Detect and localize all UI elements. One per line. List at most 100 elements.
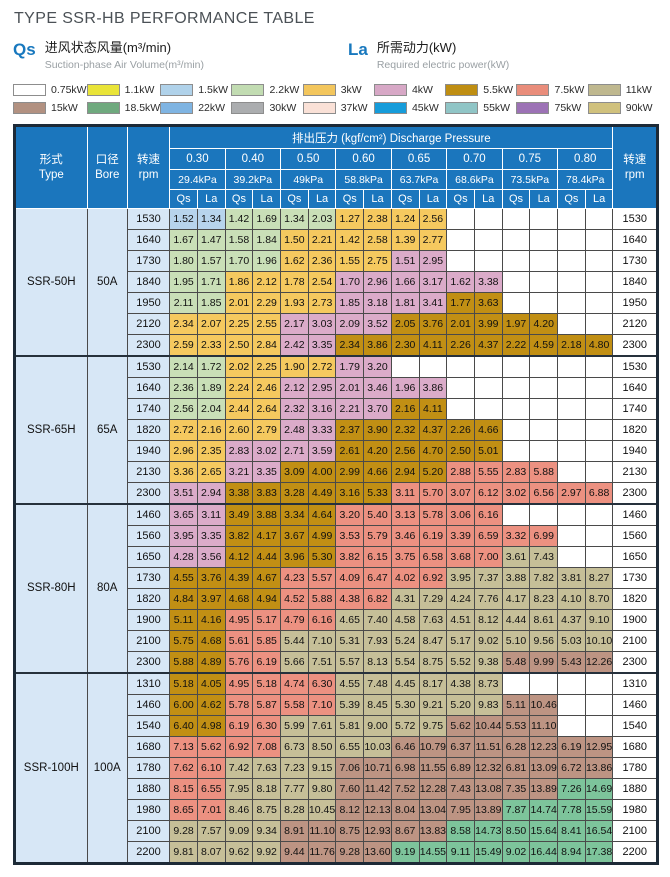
la-value-cell: 10.46 [529, 694, 559, 717]
la-value-cell: 2.35 [196, 440, 226, 463]
legend-item: 55kW [445, 102, 516, 115]
pressure-header-cell: 0.60 [335, 148, 392, 171]
empty-cell [557, 377, 586, 400]
qs-value-cell: 6.72 [557, 757, 586, 780]
kpa-header-cell: 29.4kPa [169, 169, 226, 191]
legend-item: 15kW [13, 102, 87, 115]
qs-value-cell: 7.87 [501, 799, 531, 822]
empty-cell [584, 440, 614, 463]
la-value-cell: 7.10 [307, 694, 337, 717]
la-value-cell: 3.90 [363, 419, 392, 442]
qs-value-cell: 9.09 [224, 820, 254, 843]
qs-value-cell: 2.24 [224, 377, 254, 400]
la-value-cell: 4.00 [307, 461, 337, 484]
rpm-cell-left: 1730 [126, 250, 171, 273]
qs-value-cell: 1.85 [335, 292, 365, 315]
la-value-cell: 6.99 [529, 525, 559, 548]
qs-value-cell: 2.32 [390, 419, 420, 442]
la-value-cell: 4.62 [196, 694, 226, 717]
la-value-cell: 11.10 [529, 715, 559, 738]
la-value-cell: 7.61 [307, 715, 337, 738]
qs-value-cell: 9.11 [446, 841, 475, 865]
legend-kw-label: 1.5kW [198, 84, 228, 97]
qs-value-cell: 5.20 [446, 694, 475, 717]
empty-cell [501, 419, 531, 442]
qs-value-cell: 4.10 [557, 588, 586, 611]
qs-value-cell: 5.75 [169, 630, 198, 653]
qs-la-header-row: Qs La Qs La Qs La Qs La Qs La Qs La Qs La Qs La [15, 189, 658, 210]
qs-value-cell: 9.81 [169, 841, 198, 865]
la-value-cell: 3.17 [418, 271, 448, 294]
la-value-cell: 4.68 [196, 630, 226, 653]
la-value-cell: 9.21 [418, 694, 448, 717]
empty-cell [501, 440, 531, 463]
legend-color-swatch [160, 84, 194, 97]
legend-kw-label: 4kW [411, 84, 433, 97]
qs-value-cell: 8.41 [557, 820, 586, 843]
qs-value-cell: 3.46 [390, 525, 420, 548]
table-row: SSR-100H 100A 1310 5.18 4.05 4.95 5.18 4.74 6.30… [14, 672, 658, 865]
la-value-cell: 4.05 [196, 672, 226, 696]
la-value-cell: 1.69 [252, 208, 282, 231]
qs-value-cell: 1.62 [280, 250, 309, 273]
table-row: 1680 7.13 5.62 6.92 7.08 6.73 8.50 6.55 10.03 6.4… [15, 736, 658, 759]
qs-value-cell: 1.55 [335, 250, 365, 273]
la-value-cell: 7.29 [418, 588, 448, 611]
la-value-cell: 5.70 [418, 482, 448, 505]
qs-value-cell: 4.39 [224, 567, 254, 590]
qs-value-cell: 6.73 [280, 736, 309, 759]
la-value-cell: 7.51 [307, 651, 337, 674]
la-value-cell: 17.38 [584, 841, 614, 865]
qs-value-cell: 6.98 [390, 757, 420, 780]
qs-value-cell: 7.35 [501, 778, 531, 801]
table-row: 1540 6.40 4.98 6.19 6.30 5.99 7.61 5.81 9.00 5.72… [15, 715, 658, 738]
qs-value-cell: 1.95 [169, 271, 198, 294]
la-value-cell: 2.95 [418, 250, 448, 273]
legend-kw-label: 90kW [625, 102, 653, 115]
qs-symbol: Qs [13, 40, 36, 59]
qs-value-cell: 3.82 [224, 525, 254, 548]
empty-cell [557, 715, 586, 738]
qs-value-cell: 6.92 [224, 736, 254, 759]
qs-value-cell: 5.43 [557, 651, 586, 674]
qs-value-cell: 2.26 [446, 419, 475, 442]
rpm-cell-left: 1530 [126, 208, 171, 231]
la-value-cell: 5.30 [307, 546, 337, 569]
empty-cell [557, 461, 586, 484]
qs-header-cell: Qs [224, 189, 254, 210]
la-value-cell: 13.60 [363, 841, 392, 865]
bore-cell: 80A [86, 503, 128, 674]
la-value-cell: 7.93 [363, 630, 392, 653]
empty-cell [584, 229, 614, 252]
qs-value-cell: 3.95 [169, 525, 198, 548]
la-value-cell: 5.79 [363, 525, 392, 548]
legend-kw-label: 5.5kW [483, 84, 513, 97]
qs-value-cell: 1.34 [280, 208, 309, 231]
la-value-cell: 12.26 [584, 651, 614, 674]
qs-value-cell: 9.19 [390, 841, 420, 865]
rpm-cell-right: 1650 [612, 546, 658, 569]
legend-color-swatch [587, 84, 621, 97]
la-value-cell: 3.97 [196, 588, 226, 611]
qs-value-cell: 1.62 [446, 271, 475, 294]
qs-value-cell: 2.61 [335, 440, 365, 463]
la-value-cell: 8.13 [363, 651, 392, 674]
la-value-cell: 5.18 [252, 672, 282, 696]
la-value-cell: 4.64 [307, 503, 337, 527]
la-value-cell: 5.40 [363, 503, 392, 527]
empty-cell [557, 398, 586, 421]
rpm-cell-left: 1880 [126, 778, 171, 801]
la-value-cell: 5.20 [418, 461, 448, 484]
qs-value-cell: 4.51 [446, 609, 475, 632]
la-value-cell: 12.32 [473, 757, 503, 780]
la-value-cell: 8.27 [584, 567, 614, 590]
la-value-cell: 3.41 [418, 292, 448, 315]
empty-cell [446, 398, 475, 421]
qs-value-cell: 2.25 [224, 313, 254, 336]
empty-cell [501, 355, 531, 379]
qs-value-cell: 1.24 [390, 208, 420, 231]
empty-cell [584, 355, 614, 379]
legend-item: 22kW [160, 102, 231, 115]
legend-kw-label: 1.1kW [124, 84, 155, 97]
qs-value-cell: 4.52 [280, 588, 309, 611]
